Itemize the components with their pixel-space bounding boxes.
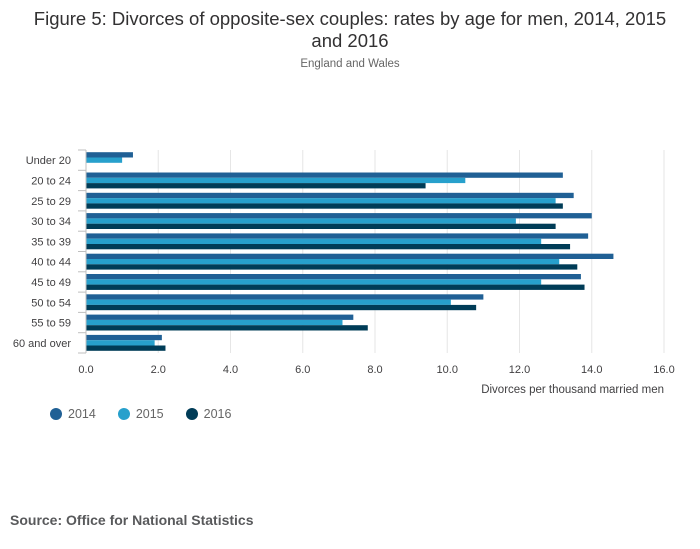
x-tick-label: 6.0 (295, 364, 310, 376)
x-tick-label: 14.0 (581, 364, 602, 376)
y-category-label: 55 to 59 (31, 318, 71, 330)
bar-2016[interactable] (86, 183, 426, 189)
legend-label: 2015 (135, 407, 164, 421)
bar-2014[interactable] (86, 192, 574, 199)
bar-2016[interactable] (86, 223, 556, 229)
x-tick-label: 0.0 (78, 364, 93, 376)
source-note: Source: Office for National Statistics (10, 512, 254, 528)
x-tick-label: 16.0 (653, 364, 674, 376)
bar-2015[interactable] (86, 279, 542, 285)
legend-swatch (50, 408, 62, 420)
bar-2014[interactable] (86, 233, 589, 239)
y-category-label: 45 to 49 (31, 277, 71, 289)
x-axis-label: Divorces per thousand married men (481, 384, 664, 396)
bar-2015[interactable] (86, 177, 466, 184)
bars (86, 152, 614, 351)
legend-swatch (185, 408, 198, 420)
bar-2015[interactable] (86, 198, 556, 204)
bar-2014[interactable] (86, 274, 581, 280)
bar-2014[interactable] (86, 172, 563, 178)
bar-2014[interactable] (86, 253, 614, 259)
legend: 2014 2015 2016 (50, 407, 253, 421)
legend-swatch (117, 408, 130, 420)
x-tick-label: 10.0 (437, 364, 458, 376)
x-tick-label: 2.0 (151, 364, 166, 376)
axes: 0.0 2.0 4.0 6.0 8.0 10.0 12.0 14.0 16.0 Under 20 2… (13, 149, 675, 376)
legend-label: 2014 (68, 407, 96, 421)
x-tick-label: 4.0 (223, 364, 238, 376)
x-tick-label: 8.0 (367, 364, 382, 376)
bar-2016[interactable] (86, 345, 166, 351)
y-category-label: 30 to 34 (31, 216, 71, 228)
y-category-label: 35 to 39 (31, 236, 71, 248)
y-category-label: Under 20 (26, 155, 71, 167)
bar-2014[interactable] (86, 334, 162, 341)
y-category-label: 40 to 44 (31, 257, 71, 269)
y-category-label: 50 to 54 (31, 297, 71, 309)
bar-2016[interactable] (86, 325, 368, 331)
x-tick-label: 12.0 (509, 364, 530, 376)
chart-title: Figure 5: Divorces of opposite-sex coupl… (33, 8, 667, 51)
bar-2016[interactable] (86, 264, 578, 270)
bar-2014[interactable] (86, 213, 592, 219)
y-category-label: 25 to 29 (31, 196, 71, 208)
bar-2016[interactable] (86, 304, 477, 311)
bar-2015[interactable] (86, 340, 155, 346)
bar-2015[interactable] (86, 299, 451, 305)
legend-item-2016[interactable]: 2016 (185, 407, 232, 421)
legend-item-2015[interactable]: 2015 (117, 407, 164, 421)
legend-label: 2016 (203, 407, 232, 421)
bar-2014[interactable] (86, 314, 354, 320)
bar-2015[interactable] (86, 238, 542, 244)
chart-subtitle: England and Wales (300, 58, 400, 70)
bar-2016[interactable] (86, 203, 563, 209)
bar-chart: 0.0 2.0 4.0 6.0 8.0 10.0 12.0 14.0 16.0 Under 20 2… (13, 149, 675, 396)
bar-2016[interactable] (86, 244, 571, 250)
bar-2016[interactable] (86, 284, 585, 290)
y-category-label: 60 and over (13, 338, 71, 350)
bar-2015[interactable] (86, 218, 516, 224)
bar-2014[interactable] (86, 294, 484, 300)
bar-2015[interactable] (86, 157, 123, 163)
legend-item-2014[interactable]: 2014 (50, 407, 96, 421)
y-category-label: 20 to 24 (31, 175, 71, 187)
bar-2015[interactable] (86, 319, 343, 326)
bar-2015[interactable] (86, 259, 560, 265)
bar-2014[interactable] (86, 152, 133, 158)
